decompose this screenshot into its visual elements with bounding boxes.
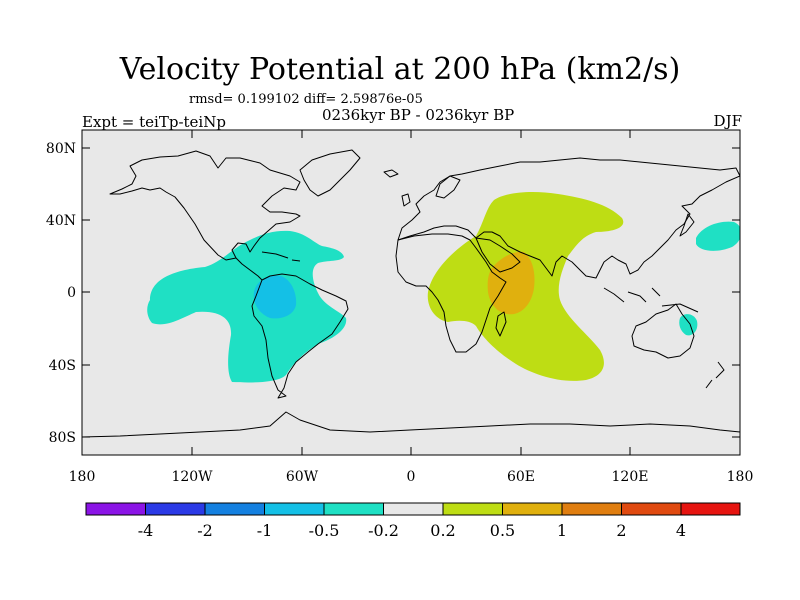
- anomaly-region-americas: [147, 230, 347, 383]
- coastline-scandinavia: [435, 175, 461, 199]
- lat-label-40n: 40N: [46, 213, 76, 229]
- lon-label-120e: 120E: [612, 469, 649, 485]
- season-label: DJF: [713, 112, 742, 130]
- colorbar-label-8: 2: [616, 521, 626, 540]
- lat-ticks: [82, 147, 740, 438]
- colorbar-box-4: [323, 502, 384, 516]
- coastline-madagascar: [495, 311, 507, 337]
- period-label: 0236kyr BP - 0236kyr BP: [322, 106, 515, 124]
- coastline-central-america: [235, 257, 263, 281]
- coastline-antarctica: [82, 411, 740, 438]
- coastline-british-isles: [401, 193, 411, 207]
- colorbar-label-6: 0.5: [490, 521, 515, 540]
- coastline-greenland: [299, 149, 361, 197]
- coastline-arabia: [475, 237, 521, 273]
- colorbar-box-5: [383, 502, 444, 516]
- coastline-africa: [395, 233, 507, 353]
- colorbar-label-7: 1: [557, 521, 567, 540]
- coastline-eurasia: [397, 157, 740, 279]
- colorbar-box-10: [680, 502, 741, 516]
- anomaly-patch-australia: [679, 314, 698, 336]
- rmsd-diff-stats: rmsd= 0.199102 diff= 2.59876e-05: [189, 92, 423, 107]
- coastline-japan: [679, 213, 695, 237]
- lat-label-80n: 80N: [46, 141, 76, 157]
- lon-ticks: [191, 130, 631, 455]
- coastlines: [82, 149, 740, 438]
- experiment-label: Expt = teiTp-teiNp: [82, 113, 226, 131]
- coastline-north-america: [109, 150, 301, 261]
- coastline-australia: [631, 303, 695, 359]
- colorbar-label-2: -1: [257, 521, 273, 540]
- lon-label-180e: 180: [727, 469, 754, 485]
- lon-label-60e: 60E: [507, 469, 535, 485]
- coastline-south-america: [251, 273, 349, 399]
- anomaly-patch-nw-pacific: [696, 221, 740, 251]
- coastline-new-zealand: [705, 361, 725, 389]
- coastline-caribbean: [261, 251, 301, 262]
- lon-label-180w: 180: [69, 469, 96, 485]
- colorbar-box-3: [264, 502, 325, 516]
- lat-label-40s: 40S: [49, 358, 76, 374]
- anomaly-core-east-africa: [487, 251, 535, 315]
- colorbar: [85, 502, 741, 516]
- colorbar-label-3: -0.5: [309, 521, 340, 540]
- lat-label-80s: 80S: [49, 430, 76, 446]
- colorbar-box-9: [621, 502, 682, 516]
- anomaly-core-south-america: [253, 275, 297, 319]
- colorbar-label-1: -2: [197, 521, 213, 540]
- colorbar-box-2: [204, 502, 265, 516]
- colorbar-box-8: [561, 502, 622, 516]
- colorbar-box-7: [502, 502, 563, 516]
- colorbar-label-4: -0.2: [368, 521, 399, 540]
- lon-label-60w: 60W: [286, 469, 319, 485]
- lon-label-0: 0: [407, 469, 416, 485]
- lon-label-120w: 120W: [171, 469, 213, 485]
- colorbar-box-0: [85, 502, 146, 516]
- anomaly-shading: [82, 149, 740, 438]
- colorbar-label-5: 0.2: [430, 521, 455, 540]
- plot-title: Velocity Potential at 200 hPa (km2/s): [119, 52, 681, 87]
- colorbar-box-1: [145, 502, 206, 516]
- colorbar-box-6: [442, 502, 503, 516]
- coastline-iceland: [383, 169, 399, 178]
- lat-label-equator: 0: [67, 285, 76, 301]
- colorbar-label-0: -4: [138, 521, 154, 540]
- colorbar-label-9: 4: [676, 521, 686, 540]
- coastline-maritime-continent: [603, 287, 699, 313]
